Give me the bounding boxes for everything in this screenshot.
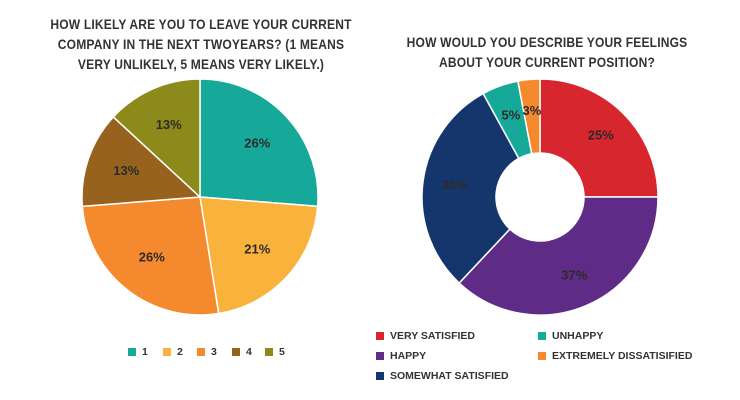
right-chart-title-line: HOW WOULD YOU DESCRIBE YOUR FEELINGS [406,34,688,50]
leave-likelihood-legend-swatch [232,348,240,356]
leave-likelihood-slice [199,196,319,315]
position-feelings-legend-label: SOMEWHAT SATISFIED [390,370,509,382]
position-feelings-legend-swatch [538,352,546,360]
position-feelings-donut-chart: 25% 37% 30% 5% 3% [421,78,659,316]
leave-likelihood-legend-label: 5 [279,346,285,358]
leave-likelihood-legend-swatch [163,348,171,356]
position-feelings-legend-swatch [376,332,384,340]
leave-likelihood-legend-item: 3 [197,346,217,358]
left-chart-legend: 1 2 3 4 5 [128,346,308,360]
leave-likelihood-slice [81,196,220,316]
leave-likelihood-slice-label: 26% [244,136,270,151]
position-feelings-slice [421,92,520,285]
position-feelings-legend-label: VERY SATISFIED [390,330,475,342]
leave-likelihood-legend-item: 5 [265,346,285,358]
position-feelings-slice [539,78,659,198]
position-feelings-slice-label: 37% [561,267,587,282]
position-feelings-legend-swatch [376,352,384,360]
leave-likelihood-legend-label: 3 [211,346,217,358]
position-feelings-legend-label: EXTREMELY DISSATISIFIED [552,350,693,362]
leave-likelihood-legend-item: 1 [128,346,148,358]
leave-likelihood-slice [81,115,202,208]
position-feelings-slice [458,196,659,316]
position-feelings-legend-swatch [538,332,546,340]
position-feelings-legend-item: EXTREMELY DISSATISIFIED [538,350,692,362]
leave-likelihood-legend-label: 4 [246,346,252,358]
leave-likelihood-legend-item: 2 [163,346,183,358]
left-chart-title-line: COMPANY IN THE NEXT TWOYEARS? (1 MEANS [57,36,345,52]
leave-likelihood-slice-label: 21% [244,241,270,256]
right-chart-title: HOW WOULD YOU DESCRIBE YOUR FEELINGS ABO… [388,32,706,72]
position-feelings-slice-label: 3% [523,103,542,118]
leave-likelihood-legend-label: 1 [142,346,148,358]
left-chart-title-line: HOW LIKELY ARE YOU TO LEAVE YOUR CURRENT [50,16,352,32]
position-feelings-legend-swatch [376,372,384,380]
leave-likelihood-slice-label: 13% [156,117,182,132]
leave-likelihood-slice-label: 26% [139,250,165,265]
left-chart-title: HOW LIKELY ARE YOU TO LEAVE YOUR CURRENT… [37,14,366,74]
leave-likelihood-pie-chart: 26% 21% 26% 13% 13% [81,78,319,316]
leave-likelihood-legend-swatch [265,348,273,356]
position-feelings-legend-item: HAPPY [376,350,426,362]
leave-likelihood-legend-swatch [197,348,205,356]
position-feelings-legend-item: VERY SATISFIED [376,330,475,342]
leave-likelihood-slice [199,78,319,208]
right-chart-title-line: ABOUT YOUR CURRENT POSITION? [439,54,655,70]
position-feelings-slice [517,78,541,155]
leave-likelihood-legend-label: 2 [177,346,183,358]
left-chart-title-line: VERY UNLIKELY, 5 MEANS VERY LIKELY.) [77,56,325,72]
position-feelings-legend-item: SOMEWHAT SATISFIED [376,370,509,382]
position-feelings-legend-label: HAPPY [390,350,427,362]
position-feelings-legend-label: UNHAPPY [552,330,604,342]
leave-likelihood-slice-label: 13% [113,163,139,178]
right-chart-legend: VERY SATISFIED HAPPY SOMEWHAT SATISFIED UNH… [376,330,726,384]
leave-likelihood-legend-swatch [128,348,136,356]
position-feelings-slice-label: 5% [501,108,520,123]
position-feelings-slice-label: 30% [442,178,468,193]
leave-likelihood-legend-item: 4 [232,346,252,358]
position-feelings-slice-label: 25% [588,128,614,143]
position-feelings-legend-item: UNHAPPY [538,330,603,342]
leave-likelihood-slice [112,78,201,199]
